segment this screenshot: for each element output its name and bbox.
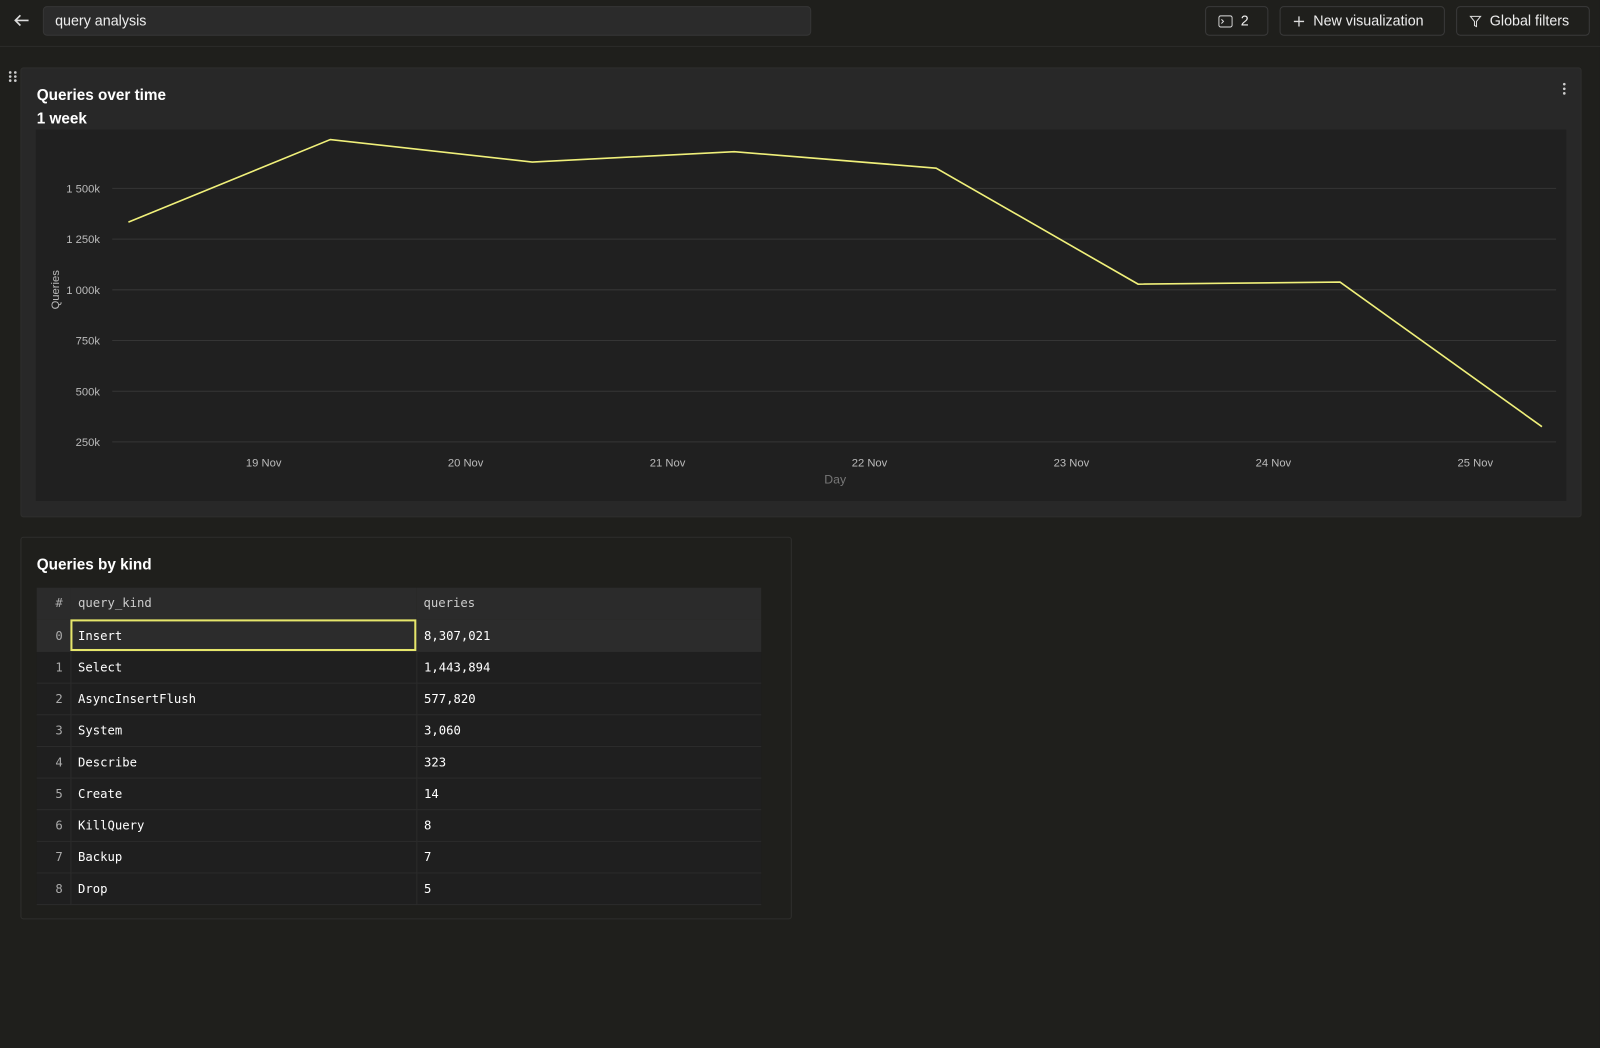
table-row[interactable]: 6 KillQuery 8 [36, 809, 762, 842]
y-tick-label: 250k [76, 437, 101, 449]
table-cell: 1 [36, 651, 71, 684]
table-cell: Select [70, 651, 417, 684]
table-row[interactable]: 1 Select 1,443,894 [36, 651, 762, 684]
y-tick-label: 500k [76, 386, 101, 398]
y-tick-label: 1 000k [66, 285, 100, 297]
table-cell: AsyncInsertFlush [70, 682, 417, 715]
table-cell: Backup [70, 840, 417, 873]
table-body: 0 Insert 8,307,021 1 Select 1,443,894 2 AsyncIn… [36, 619, 762, 905]
panel-title: Queries by kind [36, 556, 152, 574]
column-header: queries [416, 587, 762, 620]
table-row[interactable]: 7 Backup 7 [36, 840, 762, 873]
table-cell: Insert [70, 619, 417, 652]
search-input[interactable]: query analysis [42, 6, 812, 36]
table-cell: 7 [416, 840, 762, 873]
table-cell: Drop [70, 872, 417, 905]
table-cell: 2 [36, 682, 71, 715]
header-row: # query_kind queries [36, 587, 762, 620]
table-cell: 1,443,894 [416, 651, 762, 684]
table-cell: Describe [70, 745, 417, 779]
table-cell: 323 [416, 745, 762, 779]
button-label: New visualization [1313, 12, 1424, 29]
table-cell: 8 [416, 809, 762, 842]
x-axis-label: Day [824, 473, 847, 487]
panel-title: Queries over time [36, 86, 167, 105]
table-row[interactable]: 5 Create 14 [36, 777, 762, 810]
table-row[interactable]: 2 AsyncInsertFlush 577,820 [36, 682, 762, 715]
x-tick-label: 24 Nov [1256, 457, 1292, 469]
x-tick-label: 21 Nov [650, 457, 686, 469]
back-button[interactable] [12, 11, 30, 29]
table-cell: 5 [36, 777, 71, 810]
table-panel: Queries by kind # query_kind queries 0 Inse… [20, 536, 792, 920]
y-tick-label: 1 250k [66, 234, 100, 246]
drag-handle[interactable] [8, 70, 18, 82]
x-tick-label: 19 Nov [246, 457, 282, 469]
table-row[interactable]: 8 Drop 5 [36, 872, 762, 905]
data-table: # query_kind queries 0 Insert 8,307,021 1 Sele… [36, 587, 762, 905]
x-tick-label: 23 Nov [1054, 457, 1090, 469]
table-row[interactable]: 3 System 3,060 [36, 714, 762, 747]
button-label: Global filters [1489, 12, 1570, 29]
line-chart: 250k 500k 750k 1 000k 1 250k 1 500k 19 Nov 20 N… [35, 129, 1567, 502]
new-visualization-button[interactable]: New visualization [1279, 6, 1445, 36]
table-cell: 8 [36, 872, 71, 905]
x-tick-label: 20 Nov [448, 457, 484, 469]
table-cell: 0 [36, 619, 71, 652]
y-tick-label: 1 500k [66, 183, 100, 195]
table-cell: 577,820 [416, 682, 762, 715]
table-cell: 4 [36, 745, 71, 779]
table-cell: 3 [36, 714, 71, 747]
y-axis-label: Queries [50, 270, 62, 310]
column-header: query_kind [70, 587, 417, 620]
table-cell: 6 [36, 809, 71, 842]
column-header: # [36, 587, 71, 620]
table-cell: 3,060 [416, 714, 762, 747]
table-row[interactable]: 4 Describe 323 [36, 745, 762, 779]
table-cell: 7 [36, 840, 71, 873]
table-row[interactable]: 0 Insert 8,307,021 [36, 619, 762, 652]
table-cell: System [70, 714, 417, 747]
table-cell: 8,307,021 [416, 619, 762, 652]
table-cell: 14 [416, 777, 762, 810]
count: 2 [1240, 12, 1249, 29]
top-bar: query analysis 2 New visualization Globa… [0, 0, 1600, 47]
queries-button[interactable]: 2 [1205, 6, 1269, 36]
panel-subtitle: 1 week [36, 110, 87, 128]
x-tick-label: 25 Nov [1458, 457, 1494, 469]
table-cell: Create [70, 777, 417, 810]
x-tick-label: 22 Nov [852, 457, 888, 469]
global-filters-button[interactable]: Global filters [1456, 6, 1590, 36]
table-cell: 5 [416, 872, 762, 905]
y-tick-label: 750k [76, 336, 101, 348]
panel-menu[interactable] [1561, 82, 1567, 96]
table-cell: KillQuery [70, 809, 417, 842]
data-line [128, 138, 1543, 428]
